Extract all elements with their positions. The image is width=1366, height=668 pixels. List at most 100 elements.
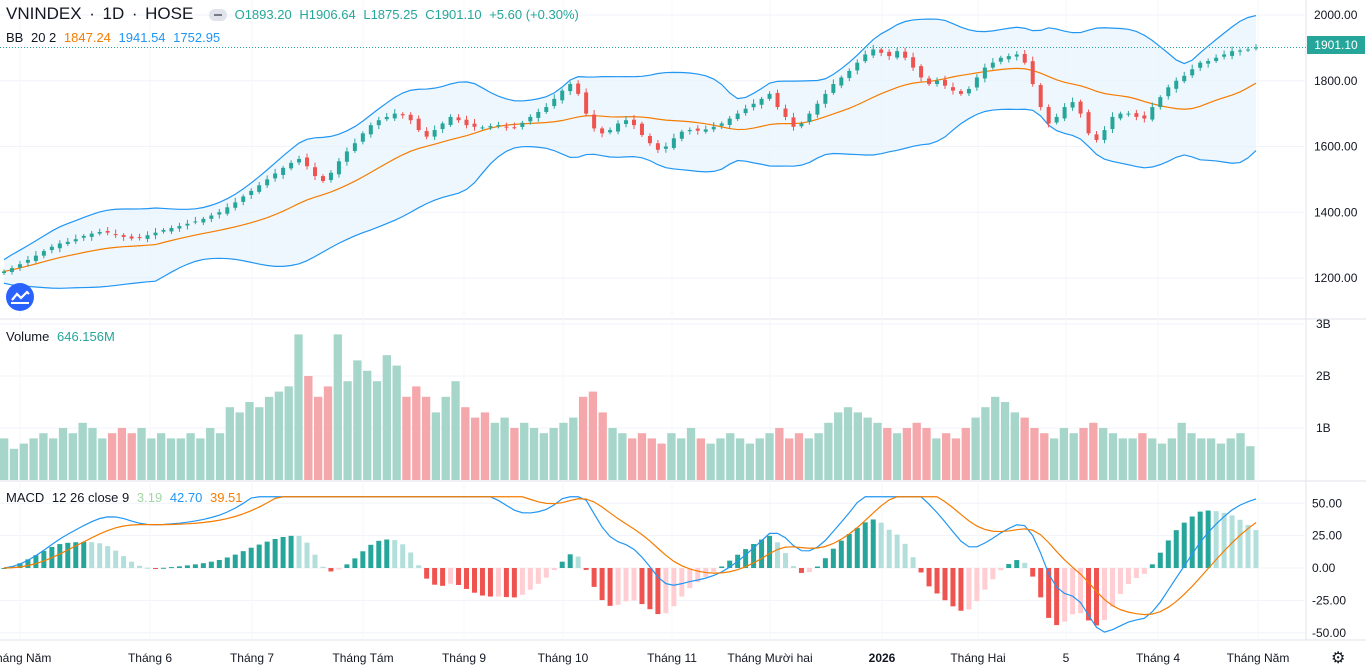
symbol-name[interactable]: VNINDEX — [6, 4, 82, 23]
collapse-legend-icon[interactable] — [208, 8, 227, 21]
open-value: O1893.20 — [234, 7, 292, 22]
volume-bar — [1187, 433, 1196, 480]
macd-histogram-bar — [814, 566, 820, 568]
macd-histogram-bar — [567, 554, 573, 568]
macd-histogram-bar — [1038, 568, 1044, 598]
volume-bar — [520, 422, 529, 480]
macd-histogram-bar — [105, 546, 111, 568]
settings-gear-icon[interactable]: ⚙ — [1331, 650, 1346, 667]
volume-bar — [716, 438, 725, 480]
volume-bar — [902, 428, 912, 480]
candle-body — [1022, 53, 1027, 63]
candle-body — [1198, 62, 1203, 68]
time-tick-label: Tháng 7 — [230, 651, 274, 665]
tradingview-logo-icon[interactable] — [6, 283, 34, 311]
volume-bar — [971, 417, 980, 480]
macd-histogram-bar — [783, 553, 789, 568]
volume-bar — [804, 438, 813, 480]
macd-histogram-bar — [926, 568, 932, 587]
volume-tick-label: 1B — [1316, 421, 1331, 435]
volume-bar — [68, 433, 77, 480]
price-tick-label: 1200.00 — [1314, 271, 1358, 285]
volume-bar — [88, 428, 97, 480]
candle-body — [528, 116, 533, 122]
candle-body — [1126, 113, 1131, 115]
macd-legend[interactable]: MACD 12 26 close 9 3.19 42.70 39.51 — [6, 490, 247, 505]
macd-histogram-bar — [424, 568, 430, 579]
candle-body — [1254, 47, 1258, 49]
price-tick-label: 1400.00 — [1314, 205, 1358, 219]
volume-bar — [1216, 443, 1226, 480]
volume-bar — [78, 422, 87, 480]
macd-line — [3, 496, 1257, 633]
macd-histogram-bar — [57, 544, 63, 568]
volume-bar — [372, 381, 382, 480]
candlestick-series — [0, 44, 1306, 276]
candle-body — [480, 127, 485, 129]
candle-body — [1110, 116, 1115, 130]
macd-histogram-bar — [1205, 510, 1211, 568]
macd-histogram-bar — [623, 568, 629, 602]
bb-legend[interactable]: BB 20 2 1847.24 1941.54 1752.95 — [6, 30, 224, 45]
candle-body — [201, 218, 206, 223]
volume-bar — [951, 438, 961, 480]
candle-body — [759, 98, 764, 105]
volume-bar — [461, 407, 470, 480]
macd-histogram-bar — [1, 568, 7, 569]
volume-bar — [932, 438, 941, 480]
volume-bar — [490, 422, 499, 480]
macd-histogram-bar — [41, 550, 47, 568]
volume-bar — [814, 433, 823, 480]
candle-body — [233, 202, 238, 208]
macd-histogram-bar — [1117, 568, 1123, 594]
candle-body — [879, 49, 884, 53]
candle-body — [974, 77, 979, 88]
volume-bar — [686, 428, 696, 480]
candle-body — [1134, 113, 1139, 117]
symbol-legend[interactable]: VNINDEX · 1D · HOSE O1893.20 H1906.64 L1… — [6, 4, 583, 24]
macd-histogram-bar — [559, 561, 565, 568]
volume-bar — [618, 433, 627, 480]
time-tick-label: Tháng 4 — [1136, 651, 1180, 665]
candle-body — [1150, 107, 1155, 120]
bb-upper-value: 1941.54 — [118, 30, 166, 45]
candle-body — [1190, 69, 1195, 76]
candle-body — [855, 62, 860, 71]
volume-bar — [117, 428, 127, 480]
candle-body — [767, 93, 772, 99]
candle-body — [624, 120, 629, 124]
candle-body — [863, 54, 868, 62]
candle-body — [121, 235, 126, 237]
macd-histogram-bar — [1006, 564, 1012, 568]
candle-body — [1102, 130, 1107, 140]
volume-bar — [500, 417, 509, 480]
candle-body — [1182, 75, 1187, 82]
macd-histogram-bar — [790, 566, 796, 568]
candle-body — [1006, 56, 1011, 60]
candle-body — [807, 113, 812, 123]
volume-legend[interactable]: Volume 646.156M — [6, 329, 119, 344]
interval-label[interactable]: 1D — [102, 4, 125, 23]
volume-bar — [578, 396, 588, 480]
volume-bar — [608, 428, 617, 480]
macd-histogram-bar — [1125, 568, 1131, 584]
price-tick-label: 1600.00 — [1314, 140, 1358, 154]
volume-bar — [765, 433, 774, 480]
bb-lower-value: 1752.95 — [173, 30, 221, 45]
macd-histogram-bar — [1237, 519, 1243, 568]
candle-body — [711, 126, 716, 130]
candle-body — [958, 91, 963, 94]
macd-histogram-bar — [679, 568, 685, 597]
candle-body — [440, 123, 445, 130]
candle-body — [568, 84, 573, 92]
candle-body — [281, 167, 286, 175]
candle-body — [1206, 61, 1211, 64]
volume-bar — [696, 438, 705, 480]
volume-bar — [588, 391, 598, 480]
macd-histogram-bar — [535, 568, 541, 584]
volume-bar — [323, 386, 333, 480]
volume-bar — [1167, 438, 1176, 480]
volume-bar — [274, 391, 284, 480]
bb-fill — [4, 15, 1256, 289]
